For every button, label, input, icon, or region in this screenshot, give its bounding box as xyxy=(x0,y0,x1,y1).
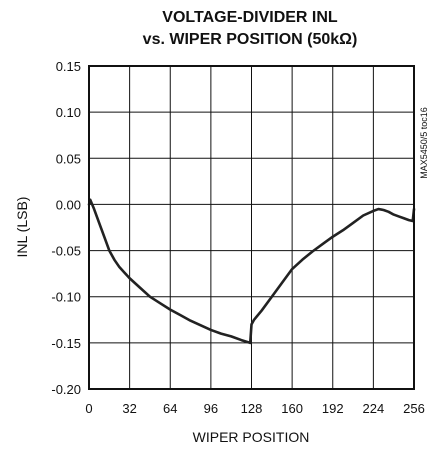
x-tick-label: 64 xyxy=(163,401,177,416)
x-tick-label: 224 xyxy=(363,401,385,416)
chart-subtitle: vs. WIPER POSITION (50kΩ) xyxy=(143,31,358,48)
y-tick-label: -0.05 xyxy=(51,244,81,259)
x-tick-label: 0 xyxy=(85,401,92,416)
y-tick-label: -0.15 xyxy=(51,336,81,351)
y-tick-label: 0.15 xyxy=(56,59,81,74)
y-axis-label: INL (LSB) xyxy=(14,197,30,258)
series-line xyxy=(87,198,416,345)
y-tick-label: -0.20 xyxy=(51,382,81,397)
x-tick-label: 32 xyxy=(122,401,136,416)
x-tick-label: 160 xyxy=(281,401,303,416)
y-tick-label: 0.10 xyxy=(56,105,81,120)
y-tick-label: -0.10 xyxy=(51,290,81,305)
x-axis-label: WIPER POSITION xyxy=(193,429,310,445)
x-tick-label: 192 xyxy=(322,401,344,416)
x-tick-label: 96 xyxy=(204,401,218,416)
x-tick-label: 256 xyxy=(403,401,425,416)
figure-id-label: MAX5450/5 toc16 xyxy=(419,107,429,179)
series-layer xyxy=(87,198,416,345)
y-tick-label: 0.00 xyxy=(56,197,81,212)
plot-frame xyxy=(88,65,415,390)
x-tick-label: 128 xyxy=(241,401,263,416)
chart-title: VOLTAGE-DIVIDER INL xyxy=(162,9,338,26)
tick-labels: 0 32 64 96 128 160 192 224 256 0.15 0.10 0.05 0.00 -0… xyxy=(51,59,424,416)
y-tick-label: 0.05 xyxy=(56,151,81,166)
